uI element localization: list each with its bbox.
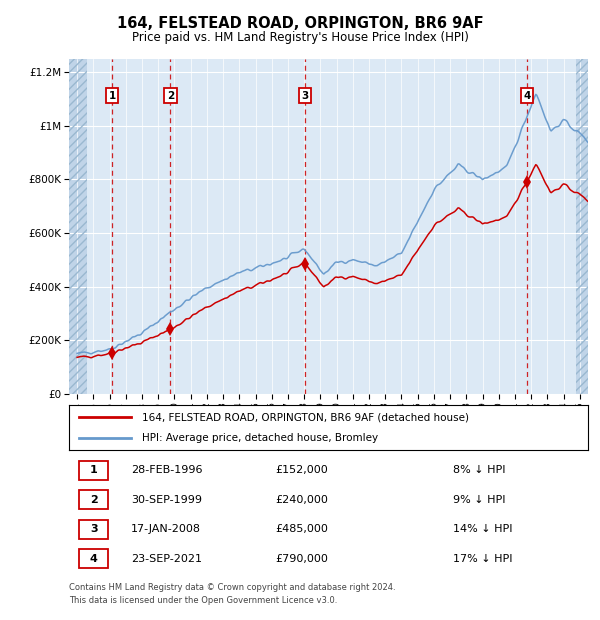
Text: Price paid vs. HM Land Registry's House Price Index (HPI): Price paid vs. HM Land Registry's House … [131,31,469,44]
Text: Contains HM Land Registry data © Crown copyright and database right 2024.: Contains HM Land Registry data © Crown c… [69,583,395,592]
Text: 23-SEP-2021: 23-SEP-2021 [131,554,202,564]
FancyBboxPatch shape [79,549,108,569]
Text: £152,000: £152,000 [276,466,329,476]
Text: This data is licensed under the Open Government Licence v3.0.: This data is licensed under the Open Gov… [69,596,337,606]
Text: £790,000: £790,000 [275,554,329,564]
Text: 4: 4 [523,91,530,100]
Text: 4: 4 [90,554,98,564]
Text: £485,000: £485,000 [275,525,329,534]
Text: 9% ↓ HPI: 9% ↓ HPI [453,495,506,505]
Text: £240,000: £240,000 [275,495,329,505]
FancyBboxPatch shape [79,461,108,480]
Text: HPI: Average price, detached house, Bromley: HPI: Average price, detached house, Brom… [142,433,378,443]
FancyBboxPatch shape [79,490,108,510]
Text: 14% ↓ HPI: 14% ↓ HPI [453,525,512,534]
Text: 8% ↓ HPI: 8% ↓ HPI [453,466,506,476]
Text: 17% ↓ HPI: 17% ↓ HPI [453,554,512,564]
Text: 2: 2 [90,495,98,505]
Bar [576,59,588,394]
Bar [576,59,588,394]
Text: 1: 1 [90,466,98,476]
Text: 2: 2 [167,91,174,100]
Bar [69,59,86,394]
Text: 17-JAN-2008: 17-JAN-2008 [131,525,201,534]
FancyBboxPatch shape [79,520,108,539]
Text: 3: 3 [90,525,97,534]
Bar [69,59,86,394]
Text: 1: 1 [109,91,116,100]
Text: 164, FELSTEAD ROAD, ORPINGTON, BR6 9AF: 164, FELSTEAD ROAD, ORPINGTON, BR6 9AF [116,16,484,30]
Text: 28-FEB-1996: 28-FEB-1996 [131,466,203,476]
Text: 30-SEP-1999: 30-SEP-1999 [131,495,202,505]
Text: 164, FELSTEAD ROAD, ORPINGTON, BR6 9AF (detached house): 164, FELSTEAD ROAD, ORPINGTON, BR6 9AF (… [142,412,469,422]
Text: 3: 3 [301,91,308,100]
